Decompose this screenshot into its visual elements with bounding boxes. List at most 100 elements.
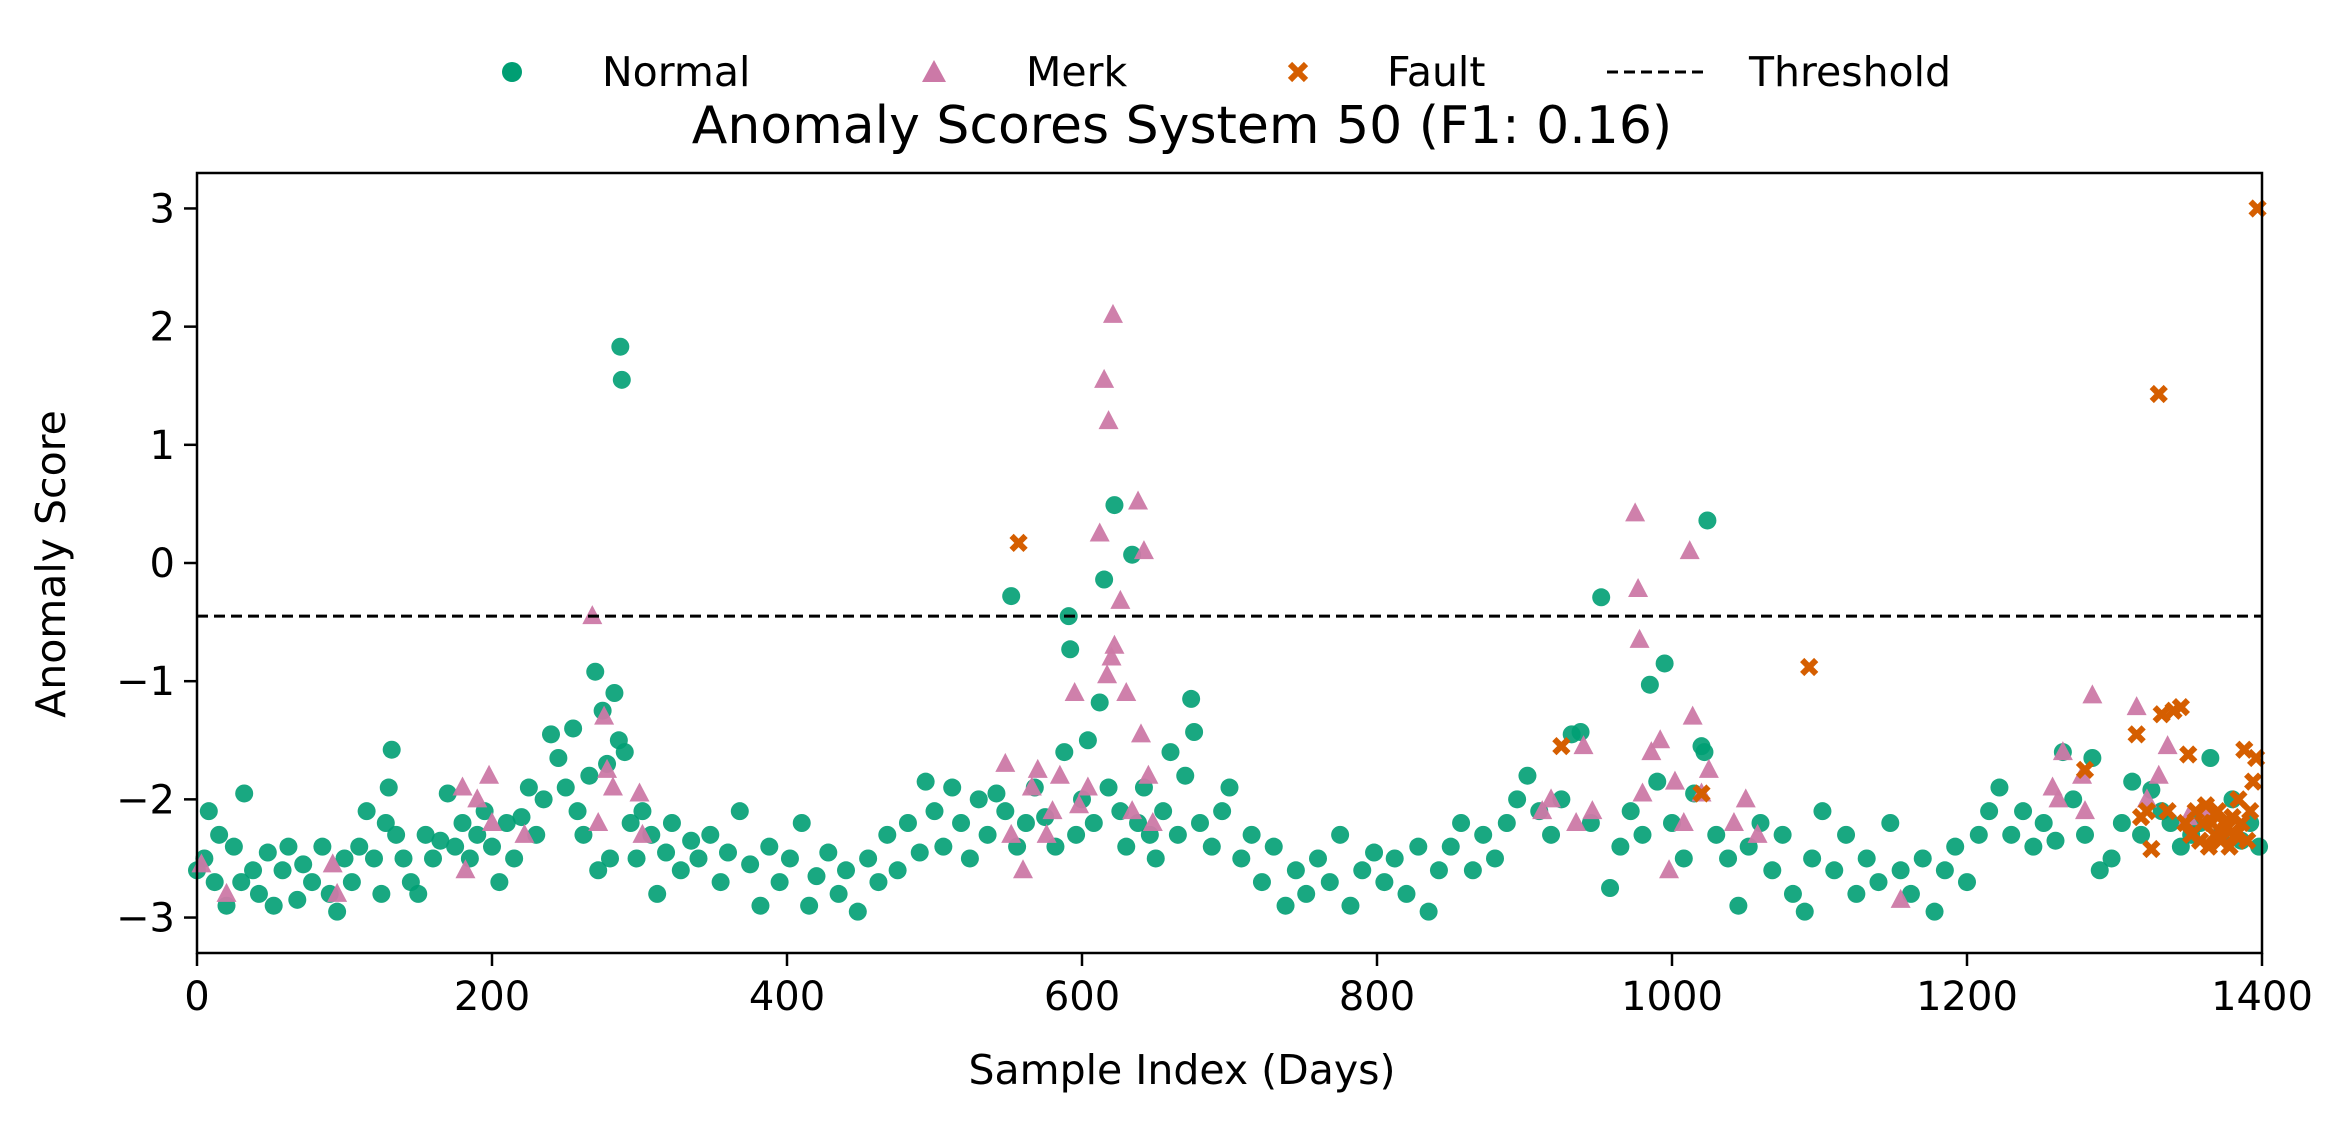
normal-point bbox=[235, 784, 254, 803]
normal-point bbox=[601, 849, 619, 868]
y-axis-label: Anomaly Score bbox=[27, 410, 75, 718]
normal-point bbox=[288, 890, 307, 909]
normal-point bbox=[232, 873, 251, 892]
merk-point bbox=[1682, 705, 1703, 725]
x-axis-ticks: 0 200 400 600 800 1000 1200 1400 bbox=[184, 974, 2313, 1020]
normal-point bbox=[605, 684, 624, 702]
merk-point bbox=[629, 782, 650, 802]
normal-point bbox=[2090, 861, 2109, 880]
normal-point bbox=[730, 802, 749, 821]
normal-point bbox=[365, 849, 383, 868]
x-tick-label: 800 bbox=[1339, 974, 1415, 1020]
merk-point bbox=[1650, 729, 1671, 749]
normal-point bbox=[1946, 837, 1965, 856]
normal-point bbox=[1409, 837, 1428, 856]
merk-point bbox=[1698, 758, 1719, 778]
fault-point bbox=[2149, 384, 2168, 404]
normal-point bbox=[1276, 896, 1295, 915]
normal-point bbox=[2046, 831, 2065, 850]
normal-point bbox=[497, 814, 516, 832]
normal-point bbox=[446, 837, 465, 856]
normal-point bbox=[1980, 802, 1999, 821]
normal-point bbox=[682, 831, 701, 850]
fault-point bbox=[2142, 839, 2161, 859]
normal-point bbox=[1154, 802, 1173, 821]
normal-point bbox=[829, 884, 848, 903]
normal-point bbox=[627, 849, 646, 868]
normal-point bbox=[1601, 879, 1620, 897]
normal-point bbox=[1090, 693, 1109, 712]
merk-point bbox=[1679, 540, 1700, 560]
normal-point bbox=[1385, 849, 1404, 868]
normal-point bbox=[2102, 849, 2121, 868]
normal-point bbox=[438, 784, 457, 803]
y-axis-ticks: −3 −2 −1 0 1 2 3 bbox=[116, 186, 175, 941]
normal-point bbox=[751, 896, 770, 915]
legend-merk-label: Merk bbox=[1026, 48, 1127, 96]
normal-point bbox=[1419, 902, 1438, 921]
normal-point bbox=[770, 873, 789, 892]
merk-point bbox=[2052, 741, 2073, 761]
normal-point bbox=[2014, 802, 2033, 821]
merk-point bbox=[1042, 800, 1063, 820]
merk-point bbox=[1131, 723, 1151, 743]
normal-point bbox=[1763, 861, 1782, 880]
normal-point bbox=[372, 884, 391, 903]
normal-point bbox=[888, 861, 907, 880]
normal-point bbox=[612, 370, 631, 389]
normal-point bbox=[542, 725, 560, 744]
normal-point bbox=[1095, 570, 1114, 589]
normal-point bbox=[589, 861, 608, 880]
normal-point bbox=[376, 814, 395, 832]
normal-point bbox=[925, 802, 944, 821]
normal-point bbox=[969, 790, 988, 809]
normal-point bbox=[2034, 814, 2053, 832]
normal-point bbox=[1695, 743, 1714, 762]
normal-point bbox=[1105, 496, 1124, 515]
x-tick-label: 1000 bbox=[1621, 974, 1723, 1020]
y-tick-label: −2 bbox=[116, 777, 175, 823]
normal-point bbox=[1640, 675, 1659, 694]
y-tick-label: 3 bbox=[150, 186, 175, 232]
merk-point bbox=[1077, 776, 1098, 796]
normal-point bbox=[1497, 814, 1516, 832]
normal-point bbox=[869, 873, 888, 892]
legend-fault-label: Fault bbox=[1387, 48, 1485, 96]
normal-point bbox=[1891, 861, 1910, 880]
normal-point bbox=[910, 843, 929, 862]
normal-point bbox=[996, 802, 1015, 821]
normal-point bbox=[1837, 825, 1856, 844]
normal-point bbox=[1571, 723, 1590, 741]
fault-point bbox=[1800, 657, 1819, 677]
normal-point bbox=[505, 849, 524, 868]
merk-point bbox=[1128, 490, 1149, 510]
normal-point bbox=[1707, 825, 1726, 844]
merk-point bbox=[455, 859, 476, 879]
normal-point bbox=[1078, 731, 1097, 750]
normal-point bbox=[586, 662, 605, 681]
merk-point bbox=[2126, 696, 2147, 716]
normal-point bbox=[1463, 861, 1482, 880]
normal-point bbox=[416, 825, 435, 844]
normal-point bbox=[568, 802, 587, 821]
y-tick-label: 2 bbox=[150, 305, 175, 351]
fault-point bbox=[2220, 837, 2239, 856]
normal-point bbox=[987, 784, 1006, 803]
merk-point bbox=[1021, 776, 1042, 796]
legend-normal-label: Normal bbox=[602, 48, 750, 96]
normal-point bbox=[1341, 896, 1360, 915]
fault-point bbox=[2137, 802, 2157, 821]
normal-point bbox=[760, 837, 779, 856]
normal-point bbox=[1869, 873, 1888, 892]
normal-point bbox=[2024, 837, 2043, 856]
normal-point bbox=[556, 778, 575, 797]
normal-point bbox=[1719, 849, 1738, 868]
normal-point bbox=[534, 790, 553, 809]
merk-point bbox=[594, 705, 615, 725]
normal-point bbox=[574, 825, 593, 844]
merk-point bbox=[2048, 788, 2069, 808]
normal-point bbox=[1648, 772, 1667, 791]
normal-point bbox=[711, 873, 730, 892]
normal-point bbox=[279, 837, 298, 856]
